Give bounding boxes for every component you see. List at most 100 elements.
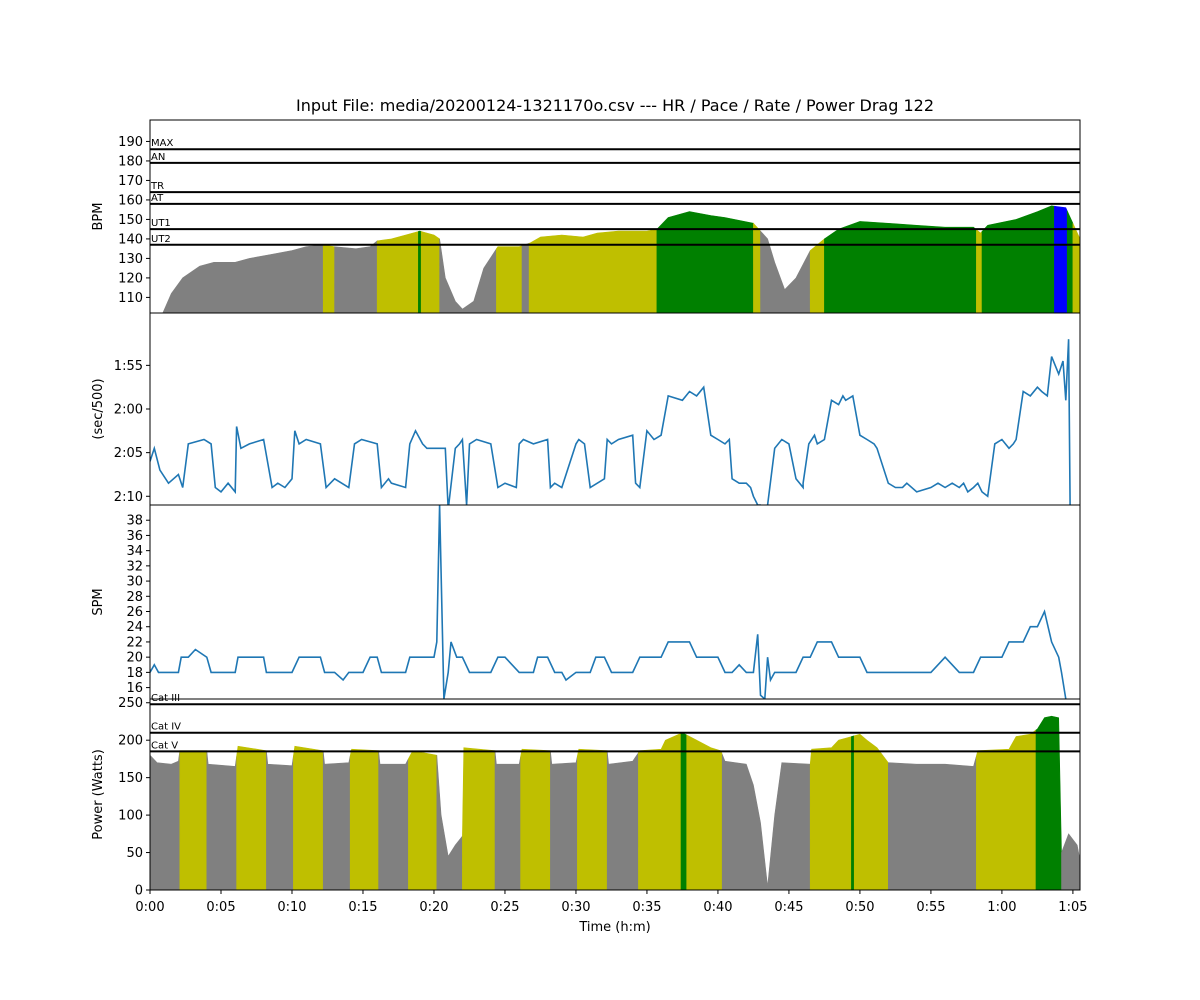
power-zone-segment-green [1035, 715, 1062, 890]
hr-zone-segment-grey [439, 238, 497, 313]
zone-label: Cat IV [151, 722, 181, 733]
power-zone-segment-yellow [638, 732, 682, 890]
y-tick-label: 160 [118, 193, 143, 208]
hr-zone-segment-green [824, 221, 977, 313]
y-tick-label: 18 [126, 666, 143, 681]
power-zone-segment-yellow [349, 748, 379, 890]
y-tick-label: 26 [126, 605, 143, 620]
x-tick-label: 1:05 [1058, 900, 1087, 915]
hr-zone-segment-yellow [496, 245, 523, 313]
zone-label: TR [150, 181, 164, 192]
y-tick-label: 16 [126, 681, 143, 696]
power-zone-segment-yellow [809, 736, 852, 890]
y-tick-label: 38 [126, 514, 143, 529]
hr-zone-segment-grey [760, 230, 811, 313]
power-zone-segment-green [680, 732, 688, 890]
hr-zone-segment-yellow [322, 244, 335, 313]
power-zone-segment-grey [550, 750, 578, 890]
y-tick-label: 28 [126, 590, 143, 605]
y-tick-label: 180 [118, 154, 143, 169]
x-tick-label: 0:45 [774, 900, 803, 915]
hr-zone-segment-grey [521, 242, 530, 313]
zone-label: Cat V [151, 740, 178, 751]
power-zone-segment-yellow [179, 750, 208, 890]
power-zone-segment-yellow [686, 734, 723, 890]
y-tick-label: 30 [126, 575, 143, 590]
power-zone-segment-grey [150, 750, 181, 890]
zone-label: UT2 [151, 234, 171, 245]
x-tick-label: 1:00 [987, 900, 1016, 915]
y-tick-label: 130 [118, 252, 143, 267]
y-tick-label: 34 [126, 544, 143, 559]
hr-zone-segment-yellow [1072, 223, 1080, 313]
power-zone-segment-grey [494, 750, 521, 890]
x-tick-label: 0:55 [916, 900, 945, 915]
y-tick-label: 22 [126, 635, 143, 650]
pace-panel: 1:55 2:00 2:05 2:10 (sec/500) [91, 312, 1081, 506]
hr-zone-segment-yellow [420, 231, 440, 313]
rate-line [150, 505, 1067, 699]
pace-line [150, 339, 1071, 505]
x-tick-label: 0:20 [419, 900, 448, 915]
x-tick-label: 0:25 [490, 900, 519, 915]
hr-zone-segment-yellow [753, 222, 761, 313]
x-tick-label: 0:05 [206, 900, 235, 915]
power-zone-segment-grey [206, 750, 237, 890]
pace-frame [149, 312, 1081, 506]
hr-plot [150, 205, 1080, 313]
hr-zone-segment-yellow [528, 228, 658, 313]
hr-zone-segment-green [656, 211, 754, 313]
zone-label: AN [151, 152, 165, 163]
y-tick-label: 0 [135, 884, 143, 899]
power-frame [149, 698, 1081, 891]
y-tick-label: 2:05 [114, 446, 143, 461]
power-zone-segment-yellow [462, 747, 496, 890]
x-tick-label: 0:50 [845, 900, 874, 915]
y-tick-label: 110 [118, 291, 143, 306]
hr-zone-segment-grey [150, 244, 324, 313]
rate-frame [149, 504, 1081, 700]
y-tick-label: 2:10 [114, 490, 143, 505]
power-zone-segment-grey [1061, 833, 1080, 890]
hr-zone-segment-green [1066, 210, 1074, 313]
x-tick-label: 0:00 [135, 900, 164, 915]
power-zone-segment-yellow [293, 745, 324, 890]
y-tick-label: 1:55 [114, 359, 143, 374]
x-tick-label: 0:15 [348, 900, 377, 915]
y-tick-label: 50 [126, 846, 143, 861]
power-zone-segment-grey [266, 750, 294, 890]
hr-zone-segment-grey [334, 240, 378, 313]
zone-label: AT [151, 193, 164, 204]
y-tick-label: 250 [118, 696, 143, 711]
y-tick-label: 150 [118, 213, 143, 228]
power-zone-segment-green [851, 735, 855, 890]
rate-plot [150, 505, 1067, 699]
power-zone-segment-yellow [976, 729, 1037, 890]
hr-zone-segment-green [418, 230, 422, 313]
power-zone-segment-grey [721, 754, 811, 890]
rate-y-axis-label: SPM [91, 588, 106, 615]
zone-label: MAX [151, 138, 173, 149]
hr-zone-segment-yellow [809, 238, 825, 313]
x-tick-label: 0:10 [277, 900, 306, 915]
y-tick-label: 2:00 [114, 403, 143, 418]
power-zone-segment-grey [887, 755, 977, 890]
y-tick-label: 36 [126, 529, 143, 544]
power-y-axis-label: Power (Watts) [91, 749, 106, 840]
y-tick-label: 140 [118, 232, 143, 247]
y-tick-label: 100 [118, 809, 143, 824]
power-zone-segment-yellow [408, 750, 438, 890]
hr-y-axis-label: BPM [91, 203, 106, 231]
power-zone-segment-grey [436, 755, 463, 890]
power-zone-segment-grey [606, 750, 639, 890]
hr-zone-segment-yellow [976, 228, 983, 313]
y-tick-label: 150 [118, 771, 143, 786]
pace-y-axis-label: (sec/500) [91, 378, 106, 439]
x-tick-label: 0:40 [703, 900, 732, 915]
x-axis-label: Time (h:m) [578, 920, 650, 935]
y-tick-label: 20 [126, 651, 143, 666]
power-zone-segment-yellow [577, 748, 608, 890]
y-tick-label: 32 [126, 559, 143, 574]
